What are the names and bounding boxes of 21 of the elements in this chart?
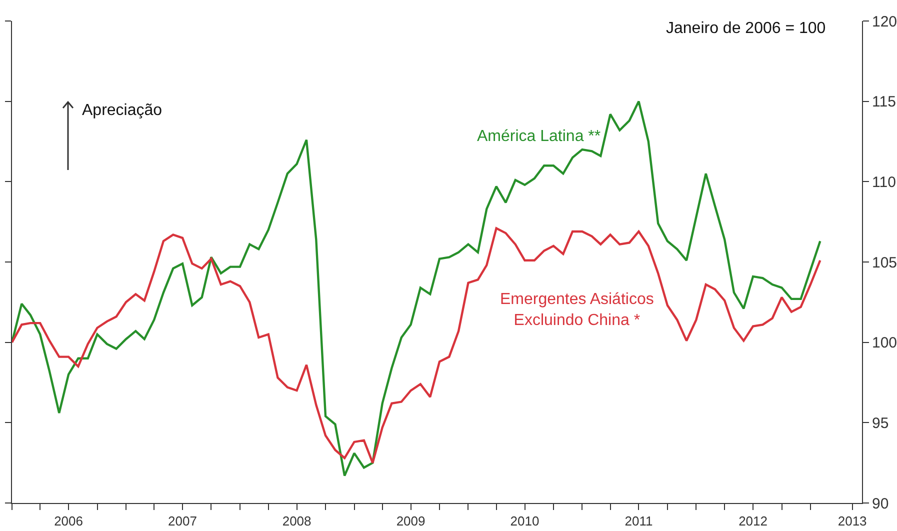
x-tick-label: 2008 [282, 514, 312, 529]
annotation: Apreciação [82, 102, 162, 119]
x-tick-label: 2013 [838, 514, 867, 529]
x-tick-label: 2006 [54, 514, 83, 529]
series-label: Emergentes Asiáticos Excluindo China * [500, 291, 654, 329]
x-tick-label: 2010 [510, 514, 540, 529]
series-label: América Latina ** [477, 128, 601, 145]
line-series [12, 227, 822, 464]
y-tick-label: 90 [872, 495, 889, 512]
y-tick-label: 95 [872, 414, 889, 432]
line-series [12, 100, 822, 477]
annotation: Janeiro de 2006 = 100 [666, 20, 826, 37]
y-tick-label: 100 [872, 334, 897, 352]
y-tick-label: 120 [872, 13, 897, 30]
x-tick-label: 2007 [168, 514, 197, 529]
x-tick-label: 2009 [396, 514, 426, 529]
x-tick-label: 2012 [738, 514, 768, 529]
y-tick-label: 105 [872, 254, 897, 272]
y-tick-label: 115 [872, 94, 896, 111]
y-tick-label: 110 [872, 174, 896, 191]
x-tick-label: 2011 [624, 514, 653, 529]
